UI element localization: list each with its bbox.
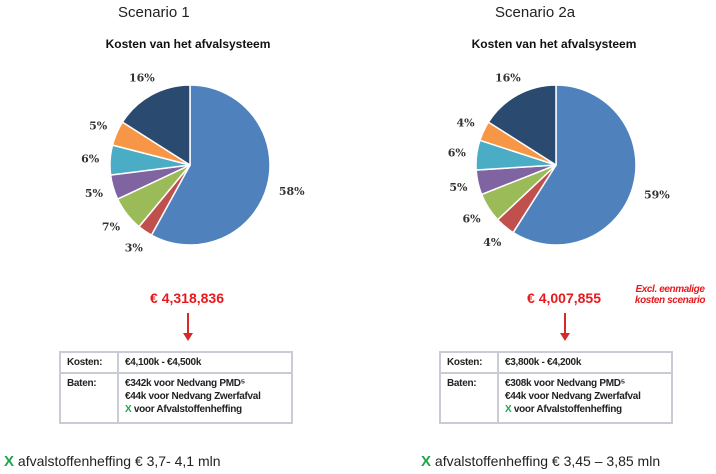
pie-slice	[150, 84, 271, 246]
slice-label: 4%	[483, 236, 502, 249]
slice-label: 5%	[89, 119, 108, 132]
slice-label: 3%	[125, 242, 144, 255]
cost-table-1: Kosten: €4,100k - €4,500k Baten: €342k vo…	[59, 351, 293, 424]
bottom-text: afvalstoffenheffing € 3,7- 4,1 mln	[14, 453, 221, 469]
total-cost-2: € 4,007,855	[527, 290, 601, 306]
bottom-text: afvalstoffenheffing € 3,45 – 3,85 mln	[431, 453, 661, 469]
baten-line: €44k voor Nedvang Zwerfafval	[505, 391, 641, 402]
slice-label: 6%	[463, 213, 482, 226]
scenario-2a-title: Scenario 2a	[495, 4, 576, 21]
baten-label: Baten:	[59, 372, 119, 424]
x-mark-icon: X	[421, 453, 432, 470]
slice-label: 4%	[456, 116, 475, 129]
x-mark-icon: X	[505, 404, 512, 415]
baten-x-text: voor Afvalstoffenheffing	[511, 404, 622, 415]
kosten-value: €3,800k - €4,200k	[497, 351, 673, 374]
baten-line: €342k voor Nedvang PMD⁵	[125, 378, 246, 389]
slice-label: 6%	[448, 146, 467, 159]
baten-line: X voor Afvalstoffenheffing	[505, 403, 665, 416]
arrow-head-1	[183, 333, 193, 341]
slice-label: 5%	[85, 187, 104, 200]
baten-label: Baten:	[439, 372, 499, 424]
pie-slice	[512, 84, 637, 246]
arrow-1	[187, 313, 189, 335]
note-line: kosten scenario	[634, 295, 706, 306]
slice-label: 16%	[495, 71, 521, 84]
slice-label: 5%	[449, 181, 468, 194]
kosten-label: Kosten:	[59, 351, 119, 374]
bottom-summary-2: X afvalstoffenheffing € 3,45 – 3,85 mln	[421, 453, 660, 470]
arrow-2	[564, 313, 566, 335]
arrow-head-2	[560, 333, 570, 341]
baten-x-text: voor Afvalstoffenheffing	[131, 404, 242, 415]
excl-note: Excl. eenmalige kosten scenario	[624, 284, 716, 306]
baten-values: €308k voor Nedvang PMD⁵ €44k voor Nedvan…	[497, 372, 673, 424]
total-cost-1: € 4,318,836	[150, 290, 224, 306]
kosten-label: Kosten:	[439, 351, 499, 374]
baten-values: €342k voor Nedvang PMD⁵ €44k voor Nedvan…	[117, 372, 293, 424]
pie-charts: 58%3%7%5%6%5%16%59%4%6%5%6%4%16%	[81, 71, 670, 255]
note-line: Excl. eenmalige	[635, 284, 705, 295]
slice-label: 7%	[102, 220, 121, 233]
slice-label: 58%	[279, 185, 305, 198]
baten-line: €44k voor Nedvang Zwerfafval	[125, 391, 261, 402]
slice-label: 16%	[129, 71, 155, 84]
kosten-value: €4,100k - €4,500k	[117, 351, 293, 374]
pie-slice	[121, 84, 191, 167]
scenario-1-title: Scenario 1	[118, 4, 190, 21]
pie-slice	[487, 84, 557, 167]
x-mark-icon: X	[125, 404, 132, 415]
bottom-summary-1: X afvalstoffenheffing € 3,7- 4,1 mln	[4, 453, 221, 470]
chart-title-2: Kosten van het afvalsysteem	[471, 37, 637, 51]
baten-line: €308k voor Nedvang PMD⁵	[505, 378, 626, 389]
cost-table-2: Kosten: €3,800k - €4,200k Baten: €308k vo…	[439, 351, 673, 424]
chart-title-1: Kosten van het afvalsysteem	[105, 37, 271, 51]
baten-line: X voor Afvalstoffenheffing	[125, 403, 285, 416]
slice-label: 59%	[644, 188, 670, 201]
x-mark-icon: X	[4, 453, 15, 470]
slice-label: 6%	[81, 153, 100, 166]
